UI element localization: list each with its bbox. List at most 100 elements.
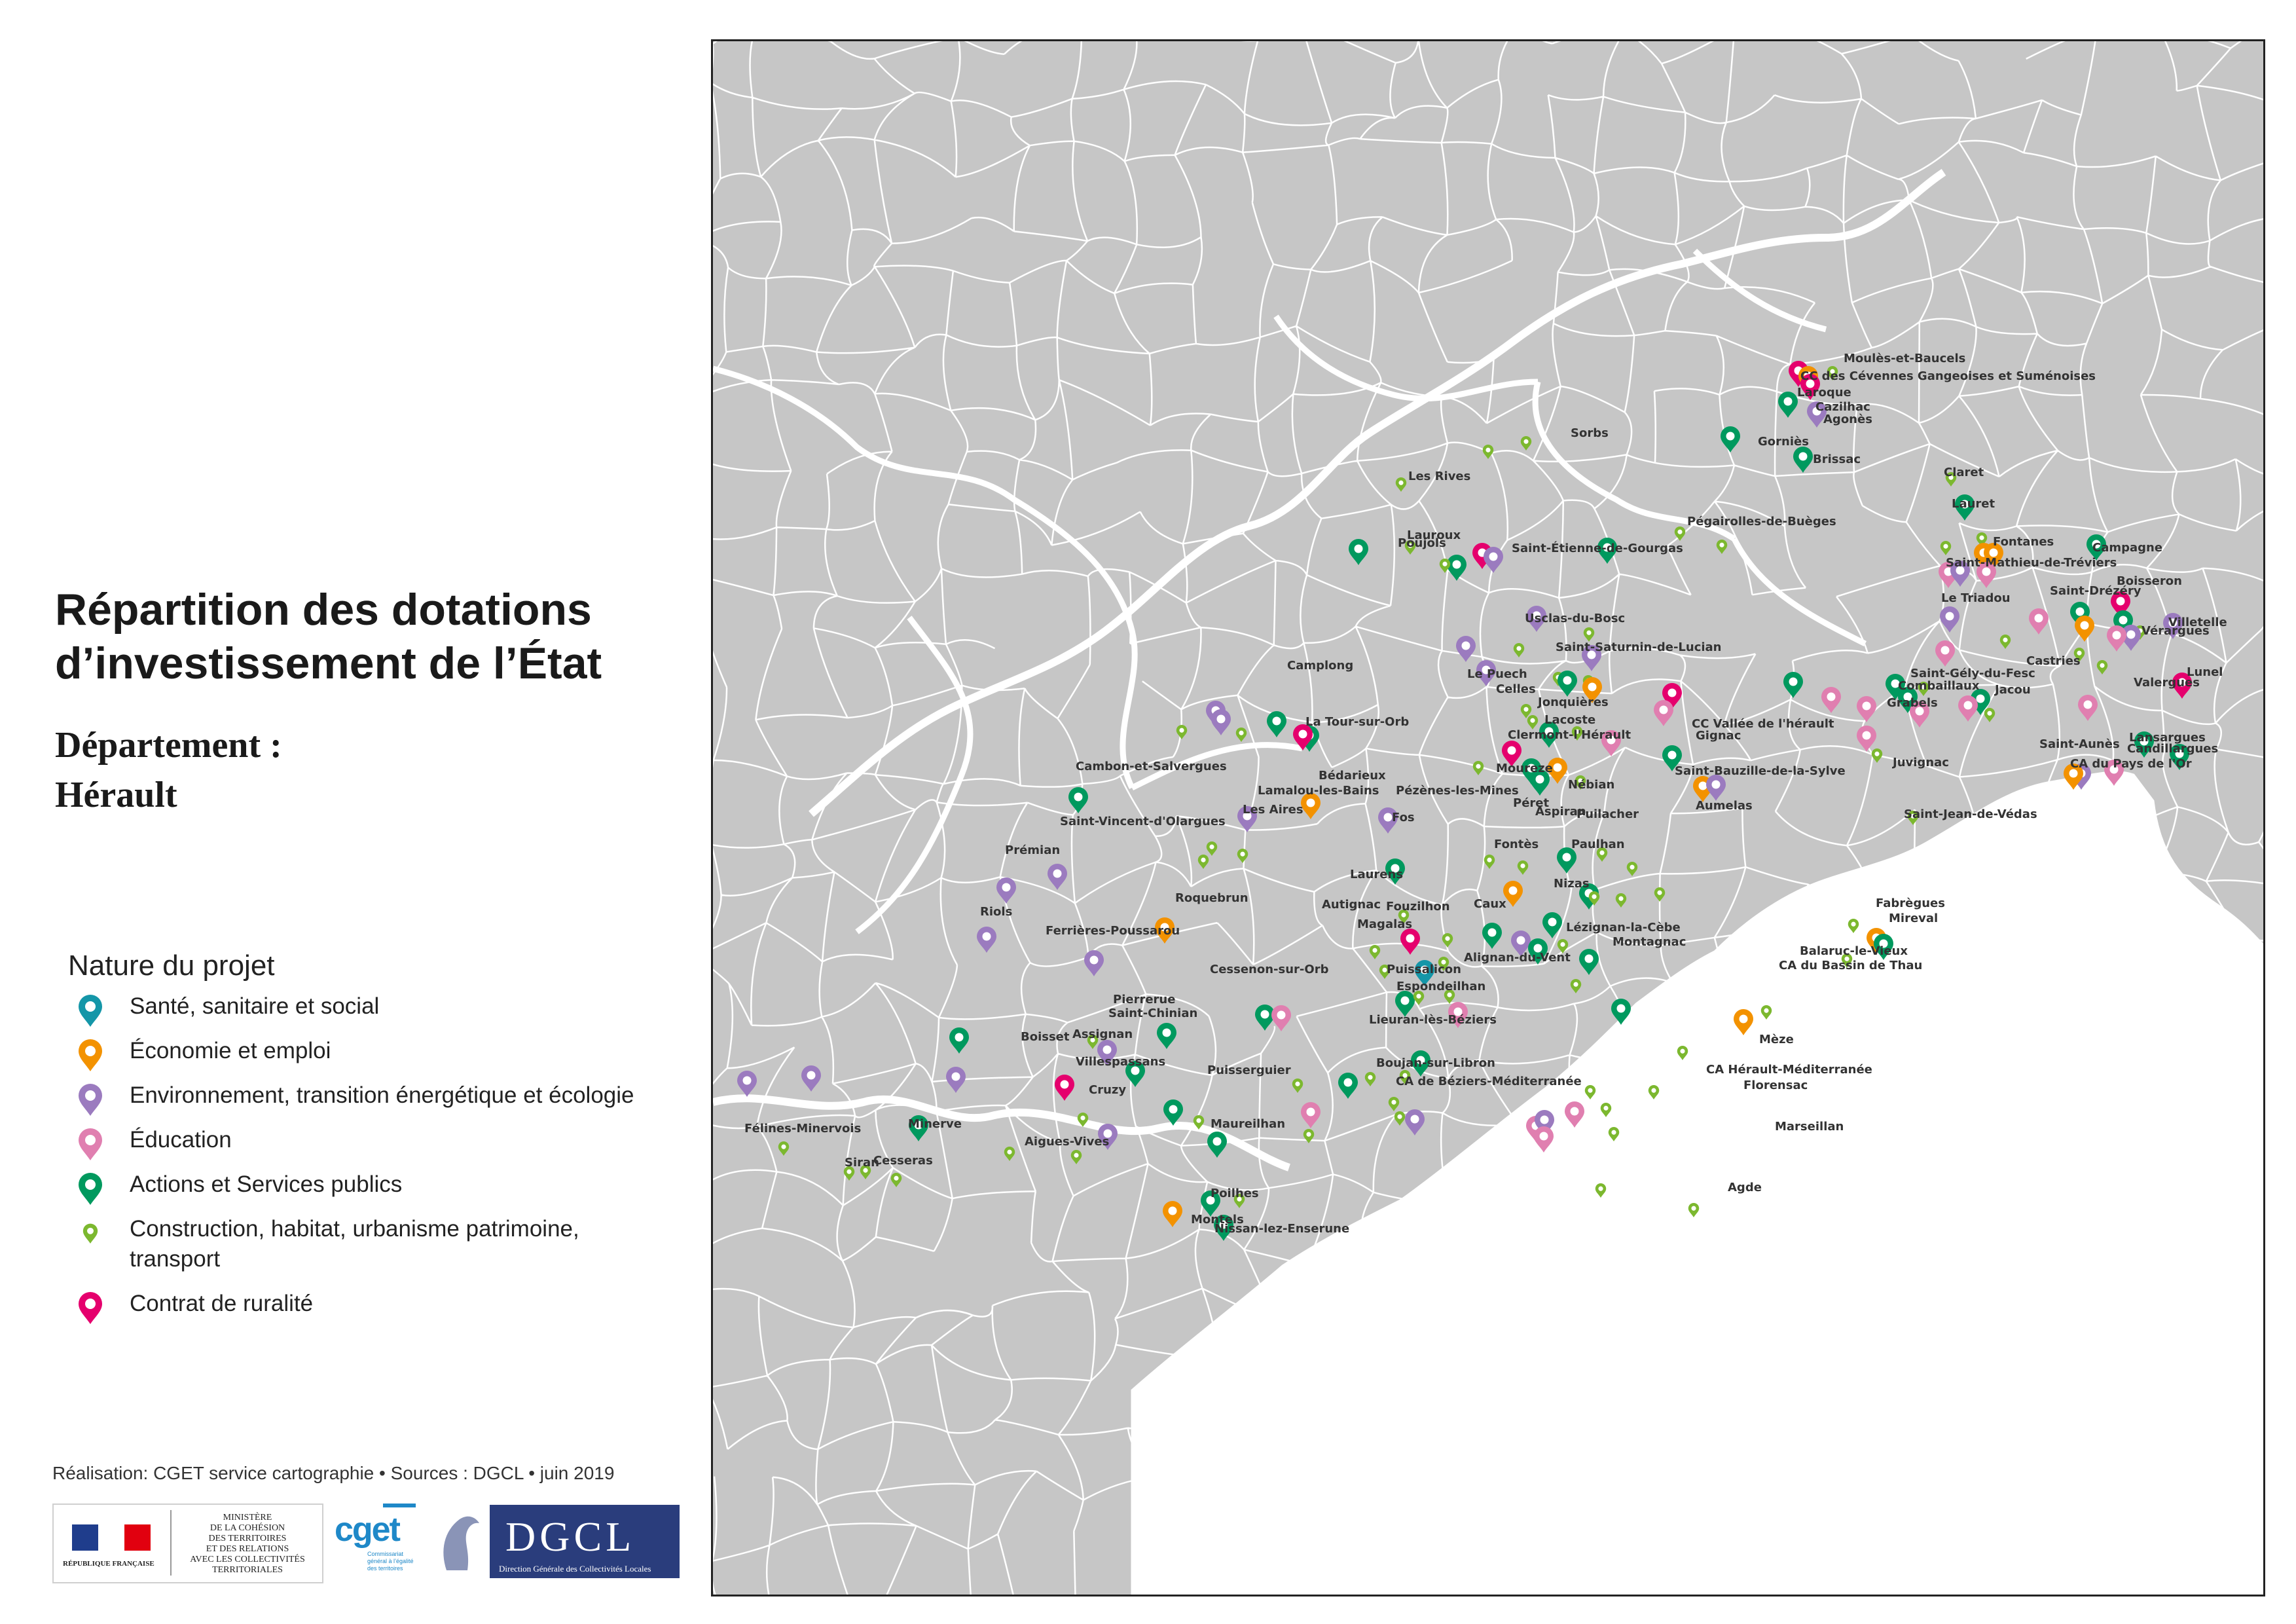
map-pin-icon[interactable] xyxy=(1413,991,1425,1005)
map-pin-icon[interactable] xyxy=(1520,436,1532,451)
map-pin-icon[interactable] xyxy=(1237,849,1248,863)
map-pin-icon[interactable] xyxy=(1163,1201,1182,1227)
map-pin-icon[interactable] xyxy=(1571,726,1583,741)
map-pin-icon[interactable] xyxy=(1201,1190,1220,1217)
map-pin-icon[interactable] xyxy=(1662,683,1682,709)
map-pin-icon[interactable] xyxy=(2073,648,2085,662)
map-pin-icon[interactable] xyxy=(2104,760,2124,786)
map-pin-icon[interactable] xyxy=(1472,761,1484,775)
map-pin-icon[interactable] xyxy=(1522,758,1541,784)
map-pin-icon[interactable] xyxy=(1378,807,1398,834)
map-pin-icon[interactable] xyxy=(1237,806,1257,832)
map-pin-icon[interactable] xyxy=(1530,769,1550,796)
map-pin-icon[interactable] xyxy=(2113,610,2133,637)
map-pin-icon[interactable] xyxy=(1271,1005,1291,1031)
map-pin-icon[interactable] xyxy=(1482,923,1502,949)
map-pin-icon[interactable] xyxy=(1087,1035,1099,1049)
map-pin-icon[interactable] xyxy=(1193,1115,1205,1130)
map-pin-icon[interactable] xyxy=(1608,1127,1620,1141)
map-pin-icon[interactable] xyxy=(1379,965,1391,979)
map-pin-icon[interactable] xyxy=(1439,559,1451,573)
map-pin-icon[interactable] xyxy=(1415,960,1434,986)
map-pin-icon[interactable] xyxy=(1584,1085,1596,1099)
map-pin-icon[interactable] xyxy=(2096,660,2108,674)
map-pin-icon[interactable] xyxy=(1542,912,1562,938)
map-pin-icon[interactable] xyxy=(1405,1109,1425,1135)
map-pin-icon[interactable] xyxy=(1084,950,1104,976)
map-pin-icon[interactable] xyxy=(1874,934,1893,960)
project-pins[interactable] xyxy=(737,361,2192,1241)
map-pin-icon[interactable] xyxy=(1484,547,1503,573)
map-pin-icon[interactable] xyxy=(1857,696,1876,722)
map-pin-icon[interactable] xyxy=(1950,561,1970,587)
map-pin-icon[interactable] xyxy=(2172,673,2192,699)
map-pin-icon[interactable] xyxy=(890,1173,902,1187)
map-pin-icon[interactable] xyxy=(1565,1101,1584,1128)
map-pin-icon[interactable] xyxy=(1539,722,1559,748)
map-pin-icon[interactable] xyxy=(1841,953,1853,968)
map-pin-icon[interactable] xyxy=(996,877,1016,904)
map-pin-icon[interactable] xyxy=(1674,526,1686,541)
map-pin-icon[interactable] xyxy=(1821,687,1841,713)
map-pin-icon[interactable] xyxy=(1857,726,1876,752)
map-pin-icon[interactable] xyxy=(1935,640,1955,667)
map-pin-icon[interactable] xyxy=(1098,1124,1118,1150)
map-pin-icon[interactable] xyxy=(1068,787,1088,813)
map-frame[interactable]: Moulès-et-Baucels CC des Cévennes Gangeoi… xyxy=(711,39,2265,1596)
map-pin-icon[interactable] xyxy=(1528,938,1548,965)
map-pin-icon[interactable] xyxy=(1827,366,1838,380)
map-pin-icon[interactable] xyxy=(1595,1183,1607,1198)
map-pin-icon[interactable] xyxy=(1511,931,1531,957)
map-pin-icon[interactable] xyxy=(1626,862,1638,876)
map-pin-icon[interactable] xyxy=(1097,1040,1117,1066)
map-pin-icon[interactable] xyxy=(1721,426,1740,452)
map-pin-icon[interactable] xyxy=(1597,538,1617,564)
map-pin-icon[interactable] xyxy=(1207,1132,1227,1158)
map-pin-icon[interactable] xyxy=(1654,700,1673,726)
map-pin-icon[interactable] xyxy=(1513,643,1525,657)
map-pin-icon[interactable] xyxy=(949,1027,969,1054)
map-pin-icon[interactable] xyxy=(1984,708,1995,722)
map-pin-icon[interactable] xyxy=(1688,1203,1700,1217)
map-pin-icon[interactable] xyxy=(2107,625,2126,652)
map-pin-icon[interactable] xyxy=(977,927,996,953)
map-pin-icon[interactable] xyxy=(1579,949,1599,975)
map-pin-icon[interactable] xyxy=(1517,860,1529,875)
map-pin-icon[interactable] xyxy=(1527,715,1539,729)
map-pin-icon[interactable] xyxy=(1388,1097,1400,1111)
map-pin-icon[interactable] xyxy=(1582,677,1602,703)
map-pin-icon[interactable] xyxy=(1527,606,1546,632)
map-pin-icon[interactable] xyxy=(1999,635,2011,649)
map-pin-icon[interactable] xyxy=(1394,1111,1406,1126)
map-pin-icon[interactable] xyxy=(1716,540,1728,554)
map-pin-icon[interactable] xyxy=(1977,562,1996,588)
map-pin-icon[interactable] xyxy=(1520,704,1532,718)
map-pin-icon[interactable] xyxy=(1800,374,1820,400)
map-pin-icon[interactable] xyxy=(1535,1110,1554,1136)
map-pin-icon[interactable] xyxy=(1398,910,1410,924)
map-pin-icon[interactable] xyxy=(1364,1072,1376,1086)
map-pin-icon[interactable] xyxy=(843,1166,855,1181)
map-pin-icon[interactable] xyxy=(1503,881,1523,907)
map-pin-icon[interactable] xyxy=(1292,1079,1303,1093)
map-pin-icon[interactable] xyxy=(1077,1113,1089,1127)
map-pin-icon[interactable] xyxy=(1778,392,1798,418)
map-pin-icon[interactable] xyxy=(1055,1075,1074,1101)
map-pin-icon[interactable] xyxy=(2134,731,2154,758)
map-pin-icon[interactable] xyxy=(1197,855,1209,869)
map-pin-icon[interactable] xyxy=(1411,1050,1430,1077)
map-pin-icon[interactable] xyxy=(1447,555,1467,581)
map-pin-icon[interactable] xyxy=(1600,1103,1612,1117)
map-pin-icon[interactable] xyxy=(1369,945,1381,959)
map-pin-icon[interactable] xyxy=(1940,541,1952,555)
map-pin-icon[interactable] xyxy=(2163,613,2183,639)
map-pin-icon[interactable] xyxy=(1484,855,1495,869)
map-pin-icon[interactable] xyxy=(1886,674,1905,700)
map-pin-icon[interactable] xyxy=(1548,758,1567,784)
map-pin-icon[interactable] xyxy=(1235,728,1247,742)
map-pin-icon[interactable] xyxy=(1910,701,1929,728)
map-pin-icon[interactable] xyxy=(1955,494,1975,521)
map-pin-icon[interactable] xyxy=(1734,1009,1753,1035)
map-pin-icon[interactable] xyxy=(1940,606,1959,633)
map-pin-icon[interactable] xyxy=(1267,711,1286,737)
